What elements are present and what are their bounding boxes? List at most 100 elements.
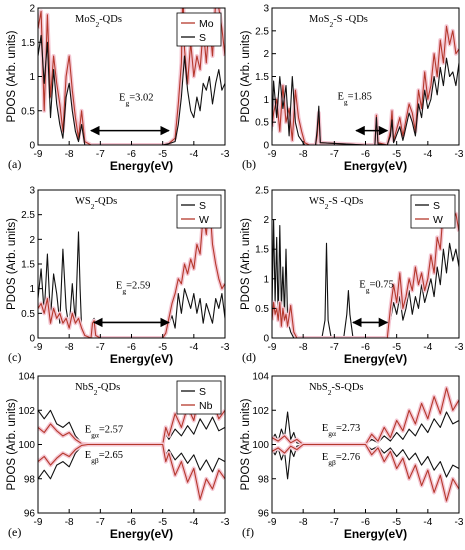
y-tick-label: 100	[252, 440, 269, 451]
x-tick-label: -6	[361, 149, 370, 160]
y-tick-label: 1	[29, 72, 35, 83]
panel-label: (f)	[242, 525, 254, 539]
x-tick-label: -4	[423, 342, 432, 353]
series-line	[38, 443, 225, 480]
band-gap-annotation: Eg=3.02	[119, 92, 153, 107]
inset-title: WS2-QDs	[75, 196, 117, 211]
x-tick-label: -4	[189, 149, 198, 160]
band-gap-annotation: Egβ=2.76	[322, 452, 360, 467]
x-tick-label: -6	[361, 517, 370, 528]
x-tick-label: -3	[221, 342, 230, 353]
panel-label: (c)	[8, 350, 21, 364]
y-tick-label: 104	[252, 372, 269, 383]
y-tick-label: 98	[24, 474, 36, 485]
inset-title: MoS2-S -QDs	[309, 14, 368, 29]
legend-entry: S	[433, 200, 440, 212]
panel-label: (d)	[242, 350, 256, 364]
band-gap-annotation: Eg=2.59	[116, 281, 150, 296]
x-tick-label: -8	[65, 149, 74, 160]
panel-label: (b)	[242, 157, 256, 171]
x-axis-label: Energy(eV)	[110, 352, 173, 366]
y-tick-label: 102	[252, 406, 269, 417]
y-axis-label: PDOS (Arb. units)	[6, 30, 18, 122]
y-tick-label: 104	[18, 372, 35, 383]
y-axis-label: PDOS (Arb. units)	[6, 398, 18, 490]
series-line	[38, 231, 225, 338]
x-tick-label: -9	[34, 342, 43, 353]
x-tick-label: -5	[158, 149, 167, 160]
legend: S Nb	[176, 380, 222, 415]
series-line	[272, 387, 459, 446]
x-tick-label: -7	[330, 149, 339, 160]
x-tick-label: -9	[268, 517, 277, 528]
pdos-panel: -9 -8 -7 -6 -5 -4 -3 96 98 100 102 104 Energy(eV) PDO…	[6, 372, 230, 542]
y-tick-label: 100	[18, 440, 35, 451]
x-tick-label: -5	[158, 342, 167, 353]
x-tick-label: -4	[423, 149, 432, 160]
y-tick-label: 1	[263, 95, 269, 106]
x-tick-label: -7	[96, 342, 105, 353]
y-tick-label: 102	[18, 406, 35, 417]
y-tick-label: 1	[263, 274, 269, 285]
series-line	[38, 8, 225, 145]
y-tick-label: 1.5	[255, 72, 269, 83]
x-tick-label: -7	[330, 342, 339, 353]
series-line	[272, 25, 459, 145]
x-tick-label: -4	[189, 342, 198, 353]
pdos-panel: -9 -8 -7 -6 -5 -4 -3 0 0.5 1 1.5 2 2.5 3 Energy(eV) PDO…	[240, 4, 464, 174]
x-tick-label: -8	[65, 342, 74, 353]
x-tick-label: -3	[221, 149, 230, 160]
y-tick-label: 1.5	[21, 260, 35, 271]
series-line	[272, 57, 459, 145]
x-axis-label: Energy(eV)	[110, 527, 173, 541]
legend: Mo S	[176, 12, 222, 47]
y-tick-label: 2.5	[255, 26, 269, 37]
y-tick-label: 2	[263, 49, 269, 60]
series-halo	[272, 386, 459, 447]
pdos-panel: -9 -8 -7 -6 -5 -4 -3 96 98 100 102 104 Energy(eV) PDO…	[240, 372, 464, 542]
y-tick-label: 2.5	[255, 186, 269, 197]
x-tick-label: -3	[455, 149, 464, 160]
y-axis-label: PDOS (Arb. units)	[240, 218, 252, 310]
inset-title: MoS2-QDs	[75, 14, 122, 29]
x-axis-label: Energy(eV)	[344, 527, 407, 541]
y-tick-label: 96	[258, 509, 270, 520]
y-tick-label: 0	[263, 141, 269, 152]
x-tick-label: -7	[96, 517, 105, 528]
y-tick-label: 0.5	[21, 106, 35, 117]
y-tick-label: 0	[29, 141, 35, 152]
series-line	[272, 443, 459, 502]
x-tick-label: -6	[127, 149, 136, 160]
series-halo	[272, 442, 459, 503]
y-tick-label: 1.5	[21, 38, 35, 49]
x-axis-label: Energy(eV)	[344, 159, 407, 173]
x-tick-label: -8	[299, 149, 308, 160]
y-axis-label: PDOS (Arb. units)	[6, 218, 18, 310]
band-gap-annotation: Egα=2.73	[322, 423, 360, 438]
legend-entry: S	[199, 386, 206, 398]
panel-label: (e)	[8, 525, 21, 539]
series-halo	[38, 442, 225, 502]
series-line	[38, 443, 225, 500]
y-tick-label: 1	[29, 284, 35, 295]
y-tick-label: 1.5	[255, 245, 269, 256]
x-tick-label: -5	[158, 517, 167, 528]
series-line	[272, 443, 459, 480]
y-tick-label: 96	[24, 509, 36, 520]
x-tick-label: -6	[127, 517, 136, 528]
y-axis-label: PDOS (Arb. units)	[240, 398, 252, 490]
panel-label: (a)	[8, 157, 21, 171]
series-line	[38, 34, 225, 145]
x-tick-label: -8	[65, 517, 74, 528]
y-tick-label: 0	[263, 334, 269, 345]
x-tick-label: -9	[34, 517, 43, 528]
series-line	[38, 409, 225, 446]
y-tick-label: 0.5	[255, 304, 269, 315]
y-tick-label: 2	[29, 4, 35, 15]
x-tick-label: -3	[455, 517, 464, 528]
legend-entry: S	[199, 200, 206, 212]
pdos-panel: -9 -8 -7 -6 -5 -4 -3 0 0.5 1 1.5 2 Energy(eV) PDOS (A…	[6, 4, 230, 174]
y-tick-label: 2	[263, 215, 269, 226]
x-tick-label: -4	[189, 517, 198, 528]
